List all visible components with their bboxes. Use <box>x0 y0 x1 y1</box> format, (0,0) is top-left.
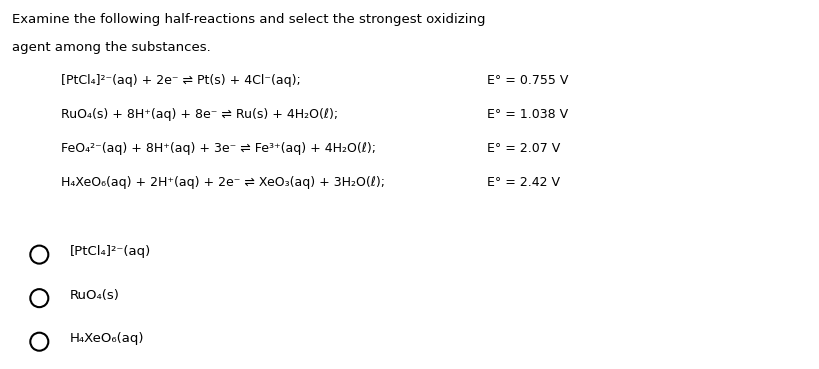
Text: [PtCl₄]²⁻(aq): [PtCl₄]²⁻(aq) <box>70 245 151 258</box>
Text: RuO₄(s): RuO₄(s) <box>70 289 120 302</box>
Text: RuO₄(s) + 8H⁺(aq) + 8e⁻ ⇌ Ru(s) + 4H₂O(ℓ);: RuO₄(s) + 8H⁺(aq) + 8e⁻ ⇌ Ru(s) + 4H₂O(ℓ… <box>61 108 338 121</box>
Text: agent among the substances.: agent among the substances. <box>12 41 211 54</box>
Text: E° = 2.42 V: E° = 2.42 V <box>487 176 560 189</box>
Text: E° = 0.755 V: E° = 0.755 V <box>487 74 568 87</box>
Text: E° = 2.07 V: E° = 2.07 V <box>487 142 560 155</box>
Text: Examine the following half-reactions and select the strongest oxidizing: Examine the following half-reactions and… <box>12 13 486 26</box>
Text: E° = 1.038 V: E° = 1.038 V <box>487 108 568 121</box>
Text: H₄XeO₆(aq): H₄XeO₆(aq) <box>70 332 144 345</box>
Text: FeO₄²⁻(aq) + 8H⁺(aq) + 3e⁻ ⇌ Fe³⁺(aq) + 4H₂O(ℓ);: FeO₄²⁻(aq) + 8H⁺(aq) + 3e⁻ ⇌ Fe³⁺(aq) + … <box>61 142 377 155</box>
Text: [PtCl₄]²⁻(aq) + 2e⁻ ⇌ Pt(s) + 4Cl⁻(aq);: [PtCl₄]²⁻(aq) + 2e⁻ ⇌ Pt(s) + 4Cl⁻(aq); <box>61 74 301 87</box>
Text: H₄XeO₆(aq) + 2H⁺(aq) + 2e⁻ ⇌ XeO₃(aq) + 3H₂O(ℓ);: H₄XeO₆(aq) + 2H⁺(aq) + 2e⁻ ⇌ XeO₃(aq) + … <box>61 176 386 189</box>
